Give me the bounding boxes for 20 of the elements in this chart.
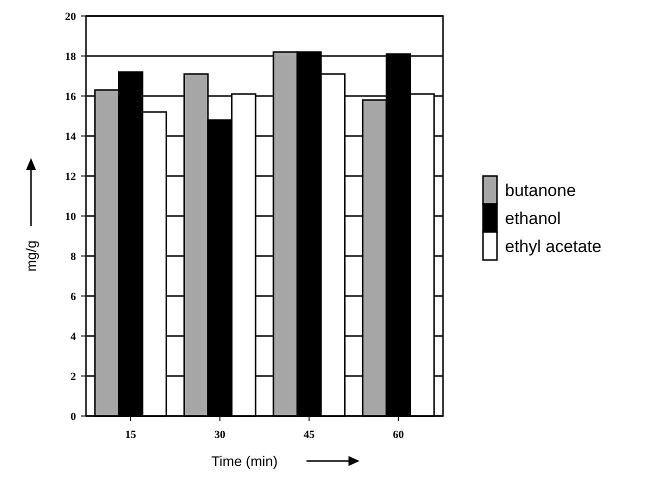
y-tick-label: 2	[70, 370, 76, 383]
y-tick-label: 4	[70, 330, 76, 343]
x-tick-label: 15	[125, 429, 137, 441]
x-tick-label: 60	[392, 429, 404, 441]
y-tick-label: 18	[65, 50, 76, 63]
y-tick-label: 12	[65, 170, 76, 183]
y-tick-label: 16	[65, 90, 76, 103]
y-tick-label: 8	[70, 250, 76, 263]
y-tick-label: 0	[70, 410, 76, 423]
legend-label: ethanol	[505, 208, 561, 228]
x-tick-label: 45	[304, 429, 316, 441]
legend-label: butanone	[505, 180, 576, 200]
y-axis-title: mg/g	[23, 240, 39, 272]
legend-label: ethyl acetate	[505, 236, 602, 256]
x-axis-title: Time (min)	[211, 453, 278, 469]
y-tick-label: 6	[70, 290, 76, 303]
y-tick-label: 10	[65, 210, 76, 223]
x-tick-label: 30	[214, 429, 226, 441]
y-tick-label: 20	[65, 10, 76, 23]
y-tick-label: 14	[65, 130, 76, 143]
